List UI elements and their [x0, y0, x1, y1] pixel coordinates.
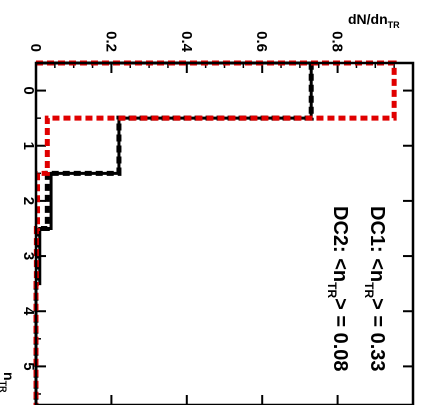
y-tick-label: 0.2 [102, 31, 119, 52]
x-tick-label: 5 [20, 362, 37, 370]
annotation-dc1: DC1: <nTR> = 0.33 [362, 206, 388, 372]
series-dc1-dashed-step [33, 60, 314, 405]
x-tick-label: 2 [20, 197, 37, 205]
y-tick-label: 0.8 [329, 31, 346, 52]
x-tick-label: 3 [20, 252, 37, 260]
annotation-dc2: DC2: <nTR> = 0.08 [325, 206, 351, 372]
tick-labels: 0 0.2 0.4 0.6 0.8 0 1 2 3 4 5 [20, 31, 346, 370]
y-axis-title: dN/dnTR [348, 11, 400, 30]
y-tick-label: 0.6 [253, 31, 270, 52]
x-tick-label: 1 [20, 142, 37, 150]
x-tick-label: 0 [20, 86, 37, 94]
x-axis-title: nTR [0, 372, 17, 393]
axis-ticks [35, 62, 413, 405]
plot-frame [34, 61, 415, 405]
x-tick-label: 4 [20, 307, 37, 316]
y-tick-label: 0 [27, 44, 44, 52]
series-dc1-step [34, 61, 313, 405]
y-tick-label: 0.4 [178, 31, 195, 53]
